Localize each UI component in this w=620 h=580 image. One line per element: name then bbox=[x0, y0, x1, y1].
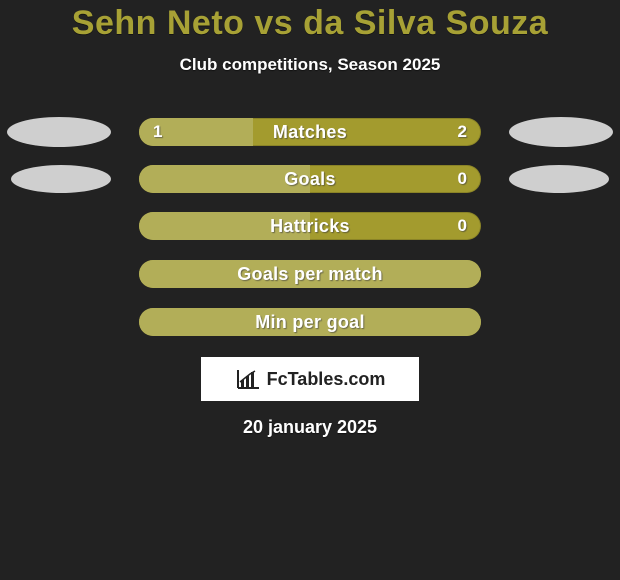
stat-label: Hattricks bbox=[139, 212, 481, 240]
stat-bar: Goals0 bbox=[139, 165, 481, 193]
stat-row: Hattricks0 bbox=[0, 211, 620, 241]
stat-row: Min per goal bbox=[0, 307, 620, 337]
stat-value-right: 2 bbox=[458, 118, 467, 146]
page-title: Sehn Neto vs da Silva Souza bbox=[0, 4, 620, 43]
stat-label: Goals bbox=[139, 165, 481, 193]
stat-bar: Matches1 2 bbox=[139, 118, 481, 146]
subtitle: Club competitions, Season 2025 bbox=[0, 55, 620, 75]
stat-row: Matches1 2 bbox=[0, 117, 620, 147]
stat-value-left: 1 bbox=[153, 118, 162, 146]
bar-chart-icon bbox=[235, 368, 261, 390]
stat-label: Min per goal bbox=[139, 308, 481, 336]
player-left-placeholder bbox=[11, 165, 111, 193]
player-right-placeholder bbox=[509, 117, 613, 147]
stat-label: Matches bbox=[139, 118, 481, 146]
stat-value-right: 0 bbox=[458, 212, 467, 240]
stat-bar: Goals per match bbox=[139, 260, 481, 288]
stat-label: Goals per match bbox=[139, 260, 481, 288]
stats-comparison-card: Sehn Neto vs da Silva Souza Club competi… bbox=[0, 0, 620, 438]
logo-text: FcTables.com bbox=[267, 369, 386, 390]
player-left-placeholder bbox=[7, 117, 111, 147]
player-right-placeholder bbox=[509, 165, 609, 193]
date-line: 20 january 2025 bbox=[0, 417, 620, 438]
logo-box: FcTables.com bbox=[201, 357, 419, 401]
stat-rows: Matches12Goals0Hattricks0Goals per match… bbox=[0, 117, 620, 337]
stat-row: Goals per match bbox=[0, 259, 620, 289]
stat-bar: Min per goal bbox=[139, 308, 481, 336]
stat-row: Goals0 bbox=[0, 165, 620, 193]
stat-bar: Hattricks0 bbox=[139, 212, 481, 240]
stat-value-right: 0 bbox=[458, 165, 467, 193]
